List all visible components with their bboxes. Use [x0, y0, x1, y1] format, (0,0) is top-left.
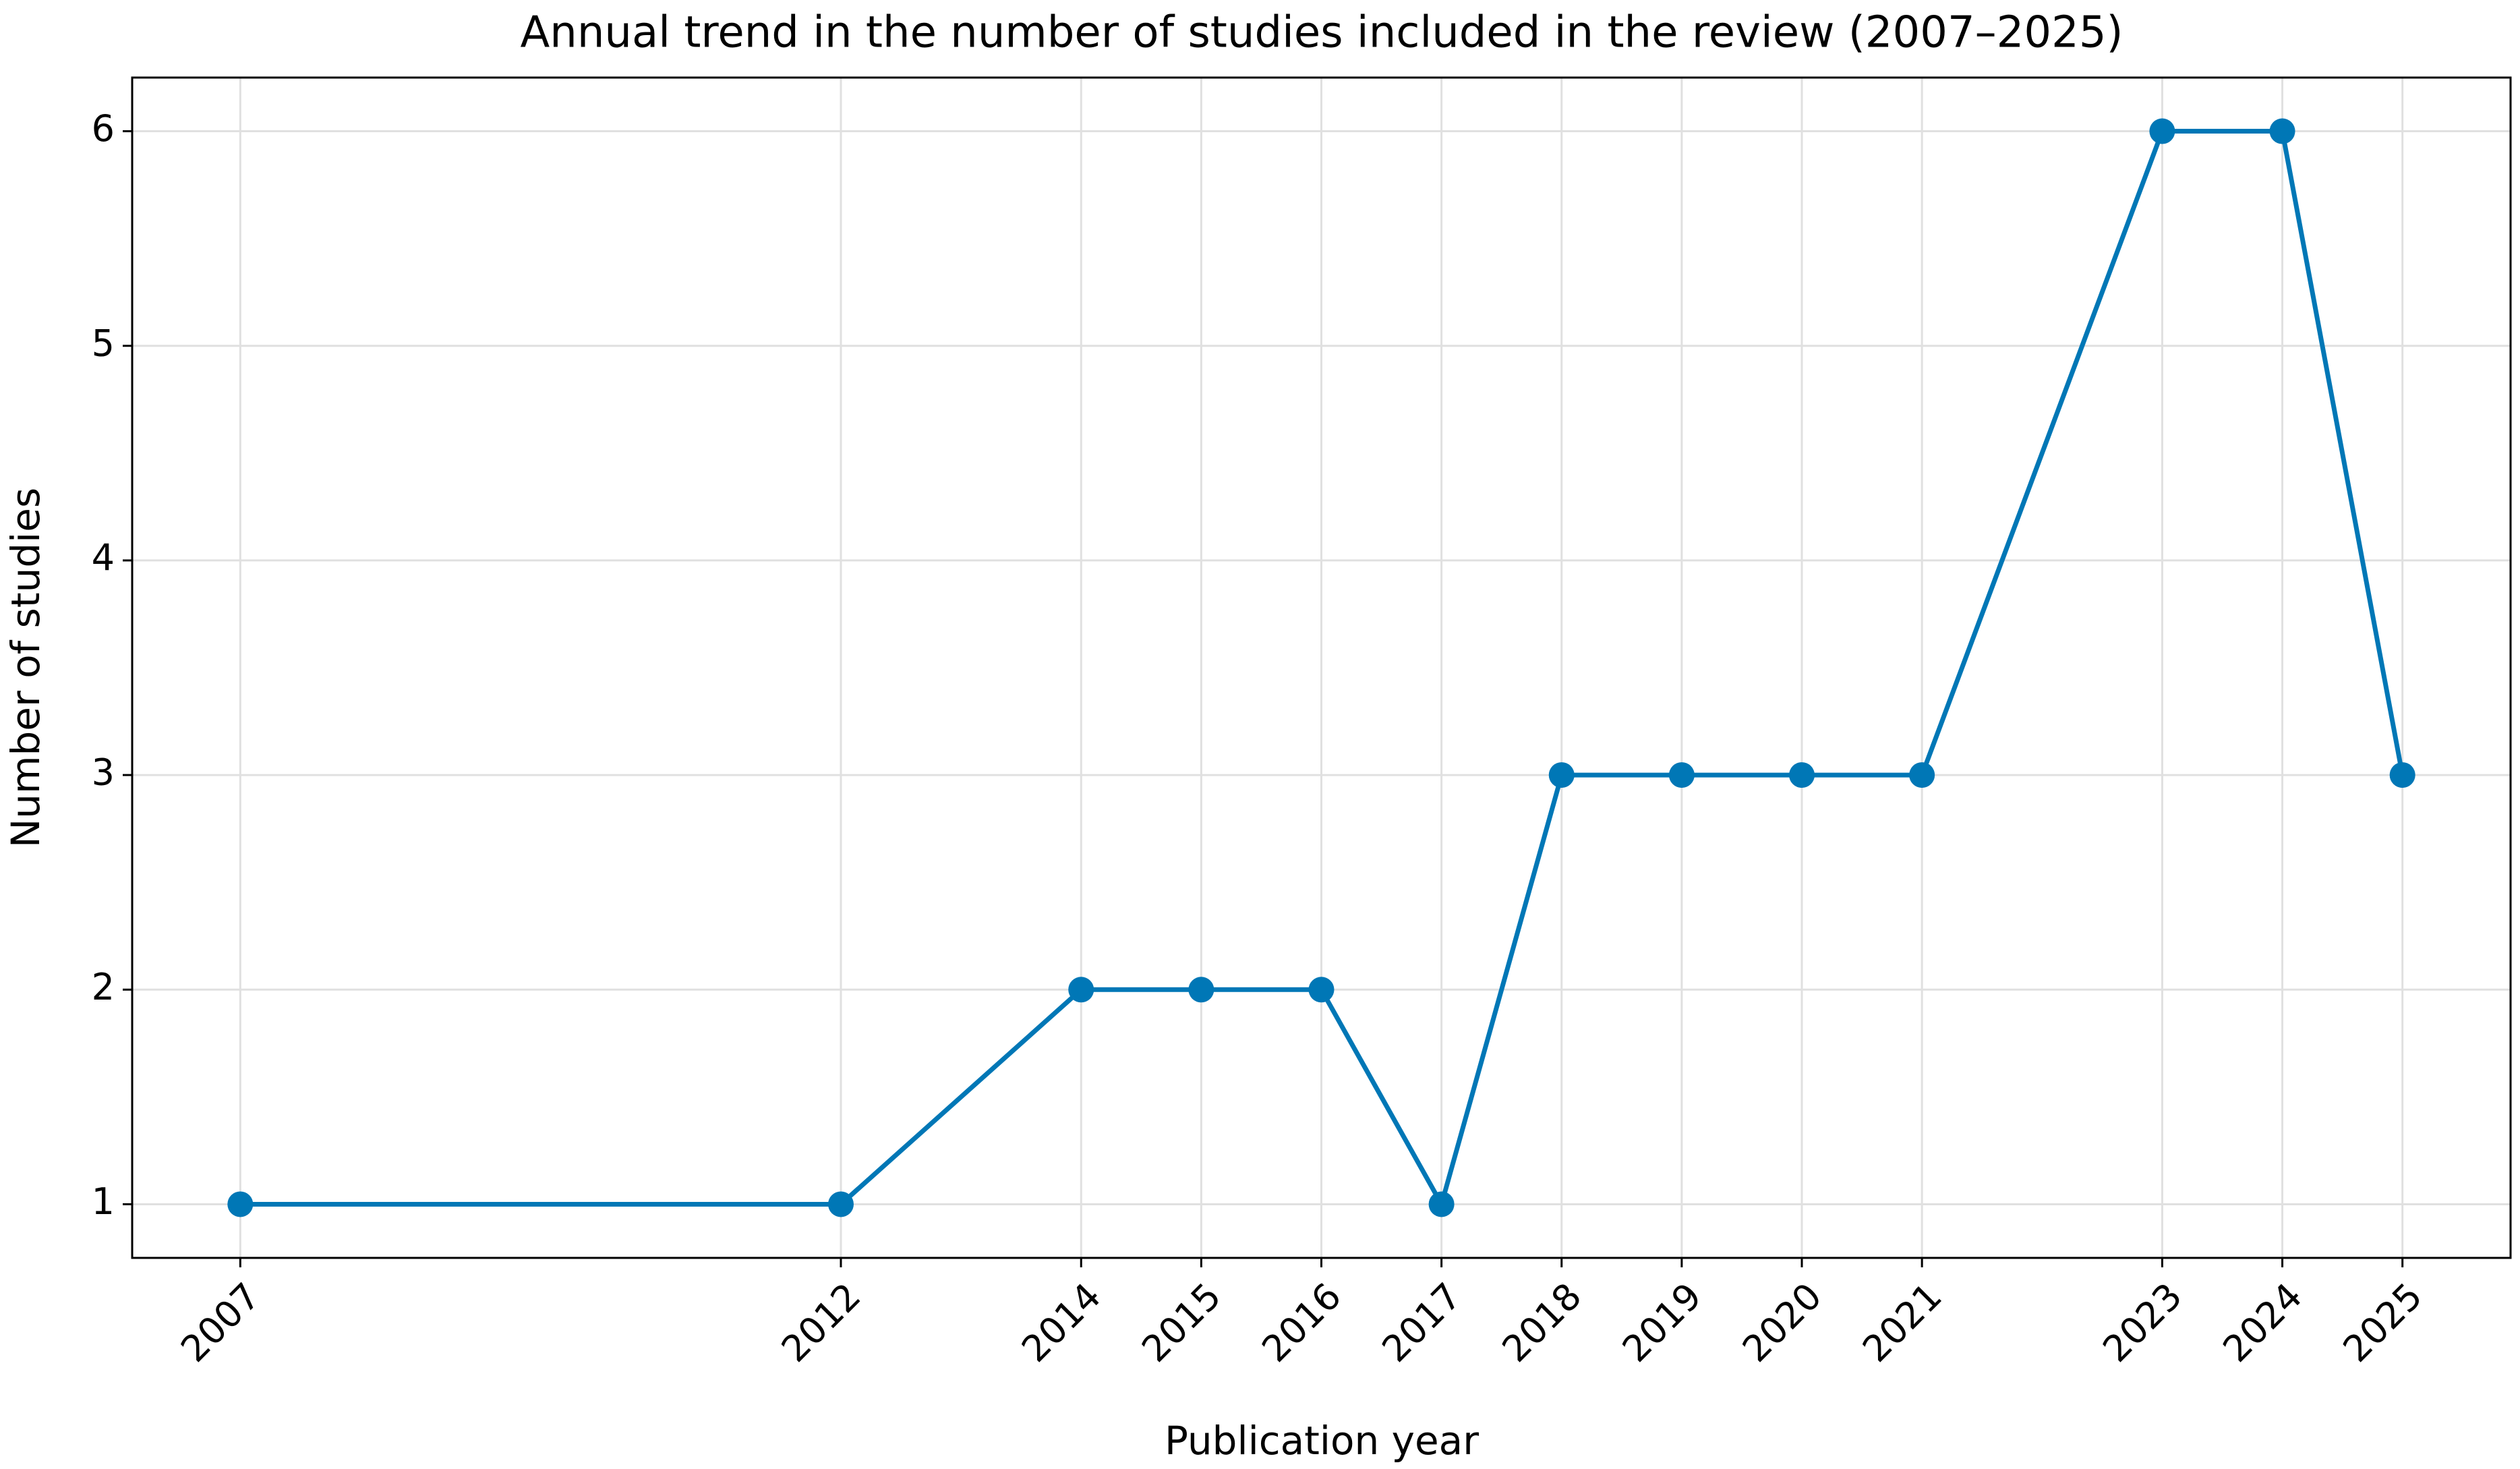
x-tick-label: 2007: [173, 1275, 268, 1371]
y-tick-label: 4: [92, 537, 115, 579]
x-tick-label: 2024: [2215, 1275, 2310, 1371]
x-tick-label: 2015: [1134, 1275, 1229, 1371]
x-tick-label: 2014: [1014, 1275, 1109, 1371]
marker: [827, 1191, 854, 1217]
marker: [227, 1191, 254, 1217]
marker: [2389, 762, 2415, 788]
x-tick-label: 2023: [2094, 1275, 2190, 1371]
y-tick-label: 5: [92, 322, 115, 364]
x-tick-label: 2017: [1374, 1275, 1469, 1371]
x-tick-label: 2018: [1494, 1275, 1590, 1371]
y-axis-label: Number of studies: [3, 488, 49, 848]
x-tick-label: 2021: [1854, 1275, 1950, 1371]
marker: [2269, 118, 2295, 144]
y-tick-label: 2: [92, 966, 115, 1008]
x-tick-label: 2019: [1614, 1275, 1710, 1371]
plot-frame: [131, 76, 2512, 1259]
marker: [1308, 977, 1335, 1003]
y-tick-label: 3: [92, 751, 115, 794]
x-tick-label: 2020: [1734, 1275, 1830, 1371]
marker: [1668, 762, 1695, 788]
marker: [1789, 762, 1815, 788]
x-axis-label: Publication year: [1165, 1418, 1479, 1464]
marker: [1548, 762, 1575, 788]
chart-title: Annual trend in the number of studies in…: [521, 8, 2123, 58]
x-tick-label: 2025: [2335, 1275, 2430, 1371]
marker: [1068, 977, 1094, 1003]
y-tick-label: 1: [92, 1180, 115, 1223]
x-tick-label: 2016: [1254, 1275, 1349, 1371]
y-tick-label: 6: [92, 107, 115, 150]
marker: [1188, 977, 1214, 1003]
marker: [2149, 118, 2175, 144]
marker: [1428, 1191, 1455, 1217]
marker: [1909, 762, 1935, 788]
x-tick-label: 2012: [773, 1275, 869, 1371]
